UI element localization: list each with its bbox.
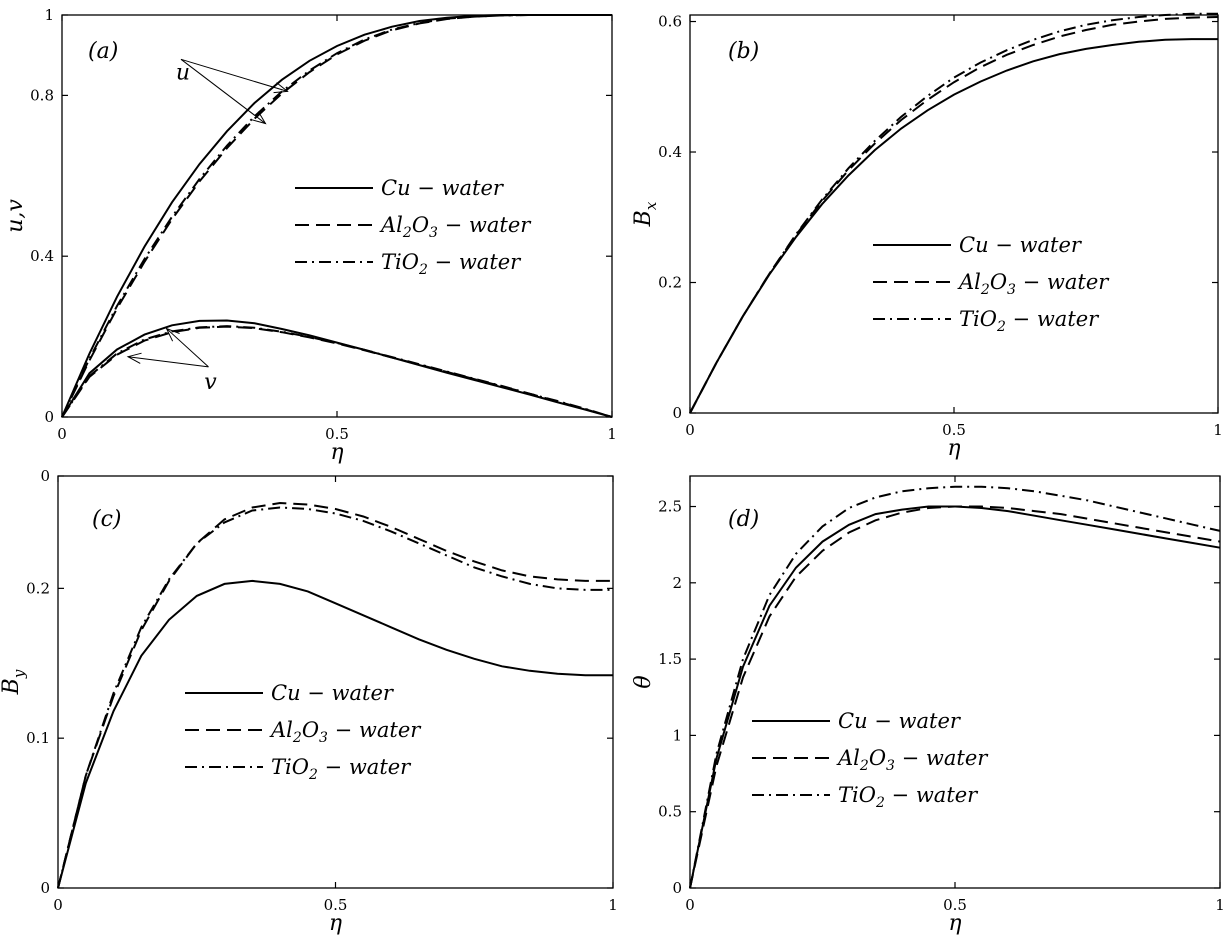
y-tick-label: 0.4 — [30, 247, 54, 265]
annotation-label: v — [204, 370, 217, 395]
y-tick-label: 0 — [40, 467, 50, 485]
annotation-arrowhead — [126, 352, 142, 364]
panel-label: (b) — [728, 39, 759, 64]
x-tick-label: 1 — [607, 425, 617, 443]
annotation-arrow — [166, 328, 209, 368]
x-tick-label: 0 — [53, 896, 63, 914]
annotation-arrowhead — [273, 82, 289, 94]
panel-label: (a) — [88, 39, 118, 64]
series-line-dashdot — [689, 485, 1221, 889]
legend-entry: Cu − water — [959, 233, 1083, 257]
x-tick-label: 1 — [608, 896, 618, 914]
annotation-arrow — [180, 58, 288, 92]
x-tick-label: 0.5 — [942, 421, 966, 439]
x-tick-label: 1 — [1215, 896, 1225, 914]
y-axis-label: Bx — [631, 201, 660, 227]
y-tick-label: 1 — [44, 6, 54, 24]
annotation-arrow — [180, 58, 266, 124]
panel-label: (d) — [728, 507, 759, 532]
legend: Cu − water Al2O3 − water TiO2 − water — [873, 233, 1110, 335]
series-line-dashdot-u — [61, 14, 612, 418]
y-axis-label: θ — [631, 675, 656, 688]
y-axis-label: u,v — [3, 199, 28, 233]
chart-panel-1: 0 0.5 1 0 0.4 0.8 1 η u,v (a) u v Cu − water Al2O3 − … — [3, 6, 617, 465]
y-tick-label: 1 — [672, 726, 682, 744]
legend-entry: Cu − water — [838, 709, 962, 733]
y-tick-label: 0.1 — [26, 729, 50, 747]
legend-entry: Al2O3 − water — [379, 213, 532, 241]
y-tick-label: 0.4 — [658, 143, 682, 161]
plot-frame — [689, 14, 1219, 414]
series-line-solid — [57, 579, 613, 889]
x-axis-label: η — [330, 440, 343, 465]
y-tick-label: 0.8 — [30, 86, 54, 104]
y-tick-label: 2 — [672, 574, 682, 592]
legend-entry: Al2O3 − water — [836, 746, 989, 774]
x-axis-label: η — [329, 911, 342, 936]
legend: Cu − water Al2O3 − water TiO2 − water — [752, 709, 989, 811]
plot-frame — [689, 475, 1221, 889]
y-tick-label: 2.5 — [658, 498, 682, 516]
legend-entry: TiO2 − water — [381, 250, 522, 278]
annotation-label: u — [176, 60, 190, 85]
legend-entry: Cu − water — [381, 176, 505, 200]
series-line-dashdot — [689, 12, 1218, 414]
series-line-dashed — [689, 16, 1219, 414]
series-line-dashed — [689, 505, 1221, 889]
y-axis-label: By — [0, 669, 28, 695]
x-tick-label: 1 — [1213, 421, 1223, 439]
legend-entry: TiO2 − water — [271, 755, 412, 783]
x-axis-label: η — [947, 436, 960, 461]
annotation-arrowhead — [251, 111, 267, 125]
chart-panel-4: 0 0.5 1 0 0.5 1 1.5 2 2.5 η θ (d) Cu − water Al2O3 − … — [631, 475, 1225, 936]
x-tick-label: 0 — [685, 896, 695, 914]
y-tick-label: 0.6 — [658, 13, 682, 31]
x-tick-label: 0 — [57, 425, 67, 443]
series-line-dashed-v — [61, 325, 613, 418]
y-tick-label: 0 — [672, 404, 682, 422]
x-tick-label: 0.5 — [943, 896, 967, 914]
legend-entry: Al2O3 − water — [957, 270, 1110, 298]
annotation-arrowhead — [165, 327, 180, 342]
panel-label: (c) — [92, 507, 122, 532]
x-tick-label: 0.5 — [325, 425, 349, 443]
series-line-solid — [689, 38, 1218, 414]
annotation-arrow — [127, 356, 209, 368]
y-tick-label: 0 — [44, 408, 54, 426]
legend: Cu − water Al2O3 − water TiO2 − water — [185, 681, 422, 783]
chart-panel-2: 0 0.5 1 0 0.2 0.4 0.6 η Bx (b) Cu − water Al2O3 − w… — [631, 13, 1223, 461]
legend-entry: Al2O3 − water — [269, 718, 422, 746]
series-line-dashdot — [57, 506, 613, 889]
x-axis-label: η — [948, 911, 961, 936]
legend: Cu − water Al2O3 − water TiO2 − water — [295, 176, 532, 278]
series-line-solid — [689, 505, 1221, 889]
y-tick-label: 0 — [672, 879, 682, 897]
legend-entry: Cu − water — [271, 681, 395, 705]
y-tick-label: 0.2 — [658, 274, 682, 292]
series-line-dashdot-v — [61, 325, 613, 418]
y-tick-label: 1.5 — [658, 650, 682, 668]
legend-entry: TiO2 − water — [838, 783, 979, 811]
x-tick-label: 0.5 — [324, 896, 348, 914]
y-tick-label: 0.2 — [26, 579, 50, 597]
y-tick-label: 0 — [40, 879, 50, 897]
legend-entry: TiO2 − water — [959, 307, 1100, 335]
y-tick-label: 0.5 — [658, 803, 682, 821]
series-line-dashed — [57, 501, 613, 889]
series-line-solid-v — [61, 319, 613, 418]
chart-panel-3: 0 0.5 1 0 0.1 0.2 0 η By (c) Cu − water Al2O3 − wat… — [0, 467, 618, 936]
x-tick-label: 0 — [685, 421, 695, 439]
